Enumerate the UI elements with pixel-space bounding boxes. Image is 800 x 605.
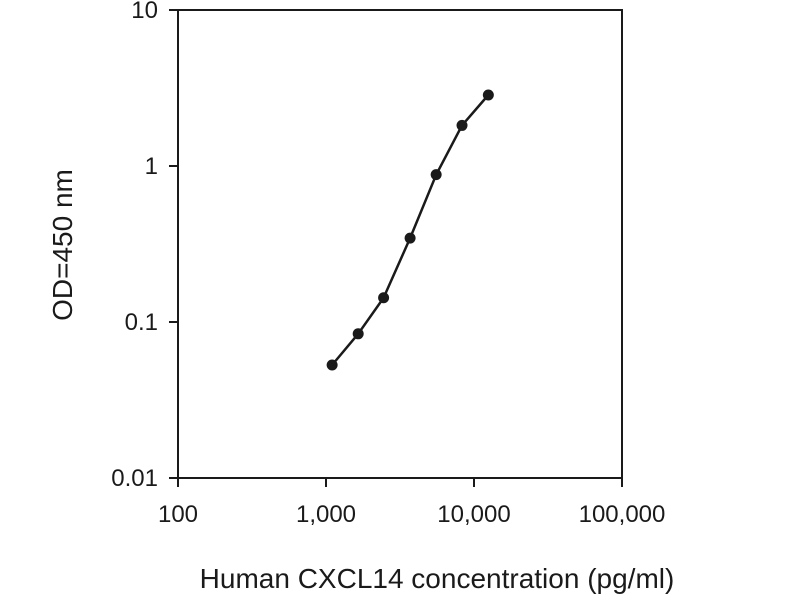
- y-tick-label: 1: [145, 153, 158, 180]
- data-point: [326, 359, 338, 371]
- y-tick-label: 0.1: [125, 309, 158, 336]
- data-point: [378, 292, 390, 304]
- x-tick-label: 100: [158, 501, 198, 528]
- data-point: [482, 89, 494, 101]
- y-tick-label: 10: [131, 0, 158, 24]
- series-line: [331, 94, 490, 366]
- data-point: [456, 119, 468, 131]
- x-axis-title: Human CXCL14 concentration (pg/ml): [200, 563, 675, 594]
- x-tick-label: 100,000: [579, 501, 666, 528]
- data-point: [352, 328, 364, 340]
- plot-area: 100 1,000 10,000 100,000 0.01 0.1 1 10: [111, 0, 665, 528]
- y-tick-label: 0.01: [111, 465, 158, 492]
- plot-frame: [177, 9, 623, 479]
- data-point: [404, 232, 416, 244]
- y-axis-title: OD=450 nm: [47, 169, 78, 321]
- x-tick-label: 1,000: [296, 501, 356, 528]
- data-point: [430, 169, 442, 181]
- x-tick-label: 10,000: [437, 501, 510, 528]
